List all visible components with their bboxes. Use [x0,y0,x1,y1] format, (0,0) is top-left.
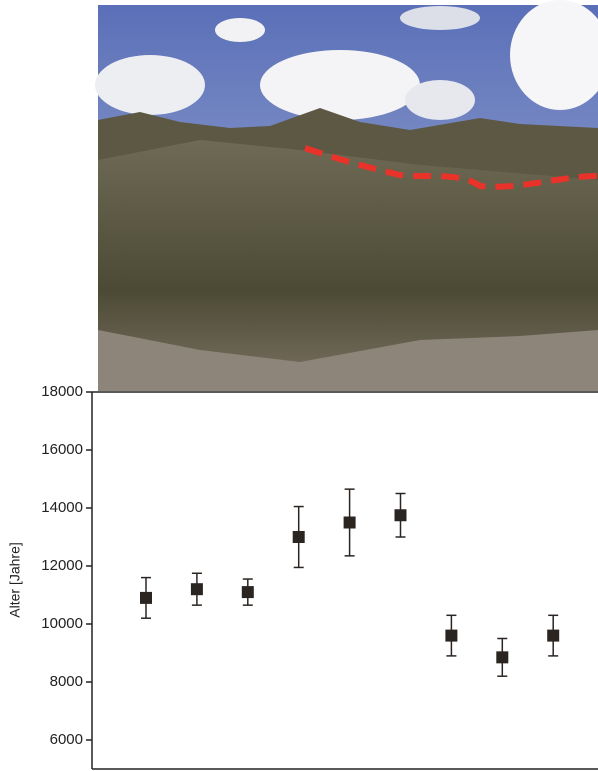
point [191,583,203,595]
point [140,592,152,604]
y-tick-label: 18000 [41,383,83,400]
y-tick-label: 16000 [41,441,83,458]
page: Alter [Jahre] 6000 8000 10000 12000 14000 160… [0,0,598,771]
y-axis-label: Alter [Jahre] [7,542,23,617]
y-tick-label: 6000 [50,731,83,748]
photo [95,0,598,391]
y-tick-label: 14000 [41,499,83,516]
point [344,517,356,529]
point [242,586,254,598]
point [445,630,457,642]
y-tick-label: 8000 [50,673,83,690]
point [293,531,305,543]
y-tick-label: 12000 [41,557,83,574]
point [547,630,559,642]
plot-frame [92,392,598,769]
point [395,509,407,521]
point [496,651,508,663]
y-tick-label: 10000 [41,615,83,632]
